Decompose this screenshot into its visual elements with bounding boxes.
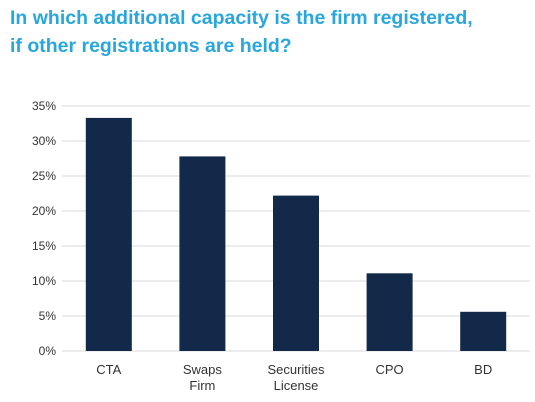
y-tick-label: 15%	[32, 239, 56, 253]
x-category-label: CPO	[376, 362, 404, 377]
y-tick-label: 35%	[32, 99, 56, 113]
bar	[273, 195, 319, 351]
chart-title-line-1: In which additional capacity is the firm…	[10, 7, 473, 29]
chart-title-line-2: if other registrations are held?	[10, 35, 292, 57]
x-category-label: BD	[474, 362, 492, 377]
x-category-label: Swaps Firm	[183, 362, 223, 393]
y-tick-label: 25%	[32, 169, 56, 183]
y-tick-label: 10%	[32, 274, 56, 288]
y-tick-label: 0%	[39, 344, 57, 358]
y-tick-label: 5%	[39, 309, 57, 323]
bar	[366, 273, 413, 351]
x-category-label: Securities License	[267, 362, 325, 393]
bars	[85, 117, 507, 352]
y-axis-tick-labels: 0% 5% 10% 15% 20% 25% 30% 35%	[32, 99, 56, 358]
bar	[85, 117, 132, 352]
x-axis-category-labels: CTA Swaps Firm Securities License CPO BD	[96, 362, 492, 393]
x-category-label: CTA	[96, 362, 121, 377]
chart-title: In which additional capacity is the firm…	[10, 4, 530, 60]
y-tick-label: 20%	[32, 204, 56, 218]
gridlines	[62, 105, 530, 352]
bar	[460, 311, 507, 351]
y-tick-label: 30%	[32, 134, 56, 148]
bar	[179, 156, 226, 351]
